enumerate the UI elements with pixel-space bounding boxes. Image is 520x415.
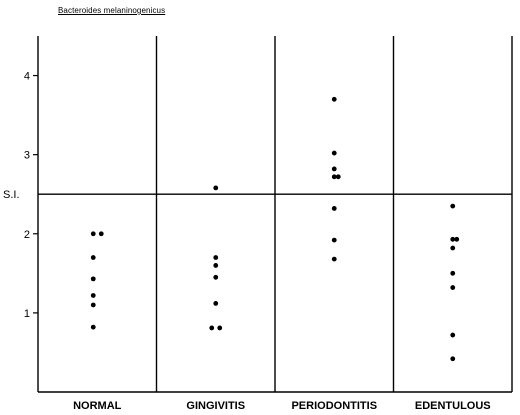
data-point [209, 325, 215, 331]
data-point [90, 255, 96, 260]
data-point [90, 293, 96, 298]
data-point [98, 231, 104, 237]
data-point [90, 276, 96, 282]
data-point [450, 356, 456, 362]
chart-title: Bacteroides melaninogenicus [58, 6, 165, 15]
data-point [331, 237, 337, 243]
y-tick-label: 1 [24, 308, 30, 320]
data-point [213, 300, 219, 306]
data-point [331, 150, 337, 156]
data-point [454, 236, 460, 242]
chart-title-text: Bacteroides melaninogenicus [58, 6, 166, 15]
data-point [450, 332, 456, 338]
data-point [450, 236, 456, 242]
data-point [450, 203, 456, 209]
data-points [90, 96, 460, 362]
data-point [331, 174, 337, 180]
category-label: GINGIVITIS [186, 400, 245, 412]
data-point [90, 324, 96, 330]
data-point [213, 255, 219, 260]
y-axis: 1 2 3 4 S.I. [3, 71, 38, 320]
category-labels: NORMAL GINGIVITIS PERIODONTITIS EDENTULOUS [73, 400, 491, 412]
data-point [90, 231, 96, 237]
data-point [90, 302, 96, 308]
data-point [213, 185, 219, 191]
data-point [450, 270, 456, 276]
data-point [450, 285, 456, 290]
data-point [331, 96, 337, 102]
category-label: EDENTULOUS [415, 400, 491, 412]
category-label: NORMAL [73, 400, 122, 412]
data-point [331, 166, 337, 172]
data-point [331, 256, 337, 262]
data-point [217, 325, 223, 331]
data-point [450, 245, 456, 251]
plot-frame [37, 36, 513, 393]
y-tick-label: 3 [24, 150, 30, 162]
category-label: PERIODONTITIS [291, 400, 377, 412]
y-tick-label: 4 [24, 71, 30, 83]
data-point [335, 174, 341, 180]
y-tick-label: 2 [24, 229, 30, 241]
data-point [213, 274, 219, 280]
data-point [213, 263, 219, 268]
data-point [331, 206, 337, 211]
y-axis-label: S.I. [3, 189, 20, 201]
